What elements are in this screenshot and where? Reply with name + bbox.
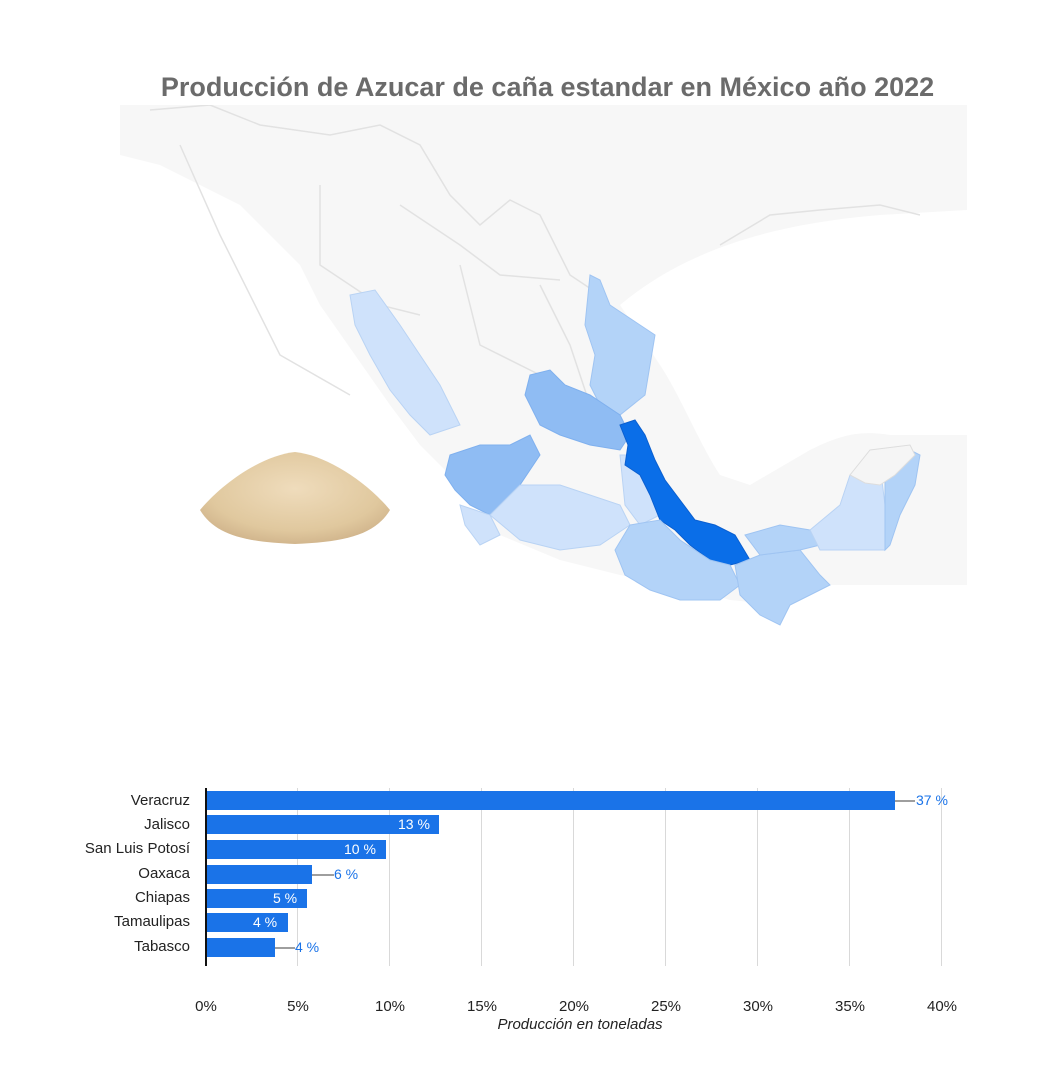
gridline (757, 788, 758, 966)
gridline (389, 788, 390, 966)
data-label: 13 % (398, 816, 430, 832)
x-tick-label: 25% (650, 998, 682, 1015)
x-tick-label: 5% (287, 998, 309, 1015)
data-label: 10 % (344, 841, 376, 857)
gridline (849, 788, 850, 966)
y-axis-line (205, 788, 207, 966)
bar-jalisco (207, 815, 439, 834)
category-label: Tamaulipas (114, 913, 190, 930)
category-label: Veracruz (130, 792, 190, 809)
gridline (941, 788, 942, 966)
label-leader-line (275, 947, 295, 949)
category-label: Oaxaca (138, 865, 190, 882)
gridline (665, 788, 666, 966)
category-label: Jalisco (144, 816, 190, 833)
x-tick-label: 0% (195, 998, 217, 1015)
data-label: 5 % (273, 890, 298, 906)
data-label: 4 % (295, 939, 320, 955)
data-label: 4 % (253, 914, 278, 930)
bar-tabasco (207, 938, 275, 957)
bar-veracruz (207, 791, 895, 810)
bar-chart: Veracruz 37 % Jalisco 13 % San Luis Poto… (0, 780, 1045, 1050)
bar-tamaulipas (207, 913, 288, 932)
x-tick-label: 30% (742, 998, 774, 1015)
x-tick-label: 10% (374, 998, 406, 1015)
gridline (573, 788, 574, 966)
bar-san-luis-potosi (207, 840, 386, 859)
x-tick-label: 15% (466, 998, 498, 1015)
category-label: San Luis Potosí (84, 840, 190, 857)
data-label: 37 % (916, 792, 948, 808)
x-tick-label: 40% (926, 998, 958, 1015)
gridline (481, 788, 482, 966)
data-label: 6 % (334, 866, 359, 882)
mexico-choropleth-map (120, 105, 967, 655)
bar-oaxaca (207, 865, 312, 884)
x-axis-title: Producción en toneladas (497, 1016, 663, 1033)
x-tick-label: 20% (558, 998, 590, 1015)
x-tick-label: 35% (834, 998, 866, 1015)
bar-chiapas (207, 889, 307, 908)
title-line-1: Producción de Azucar de caña estandar en… (160, 72, 935, 102)
label-leader-line (312, 874, 334, 876)
label-leader-line (895, 800, 915, 802)
category-label: Tabasco (134, 938, 190, 955)
sugar-pile-image (195, 440, 395, 550)
category-label: Chiapas (134, 889, 190, 906)
